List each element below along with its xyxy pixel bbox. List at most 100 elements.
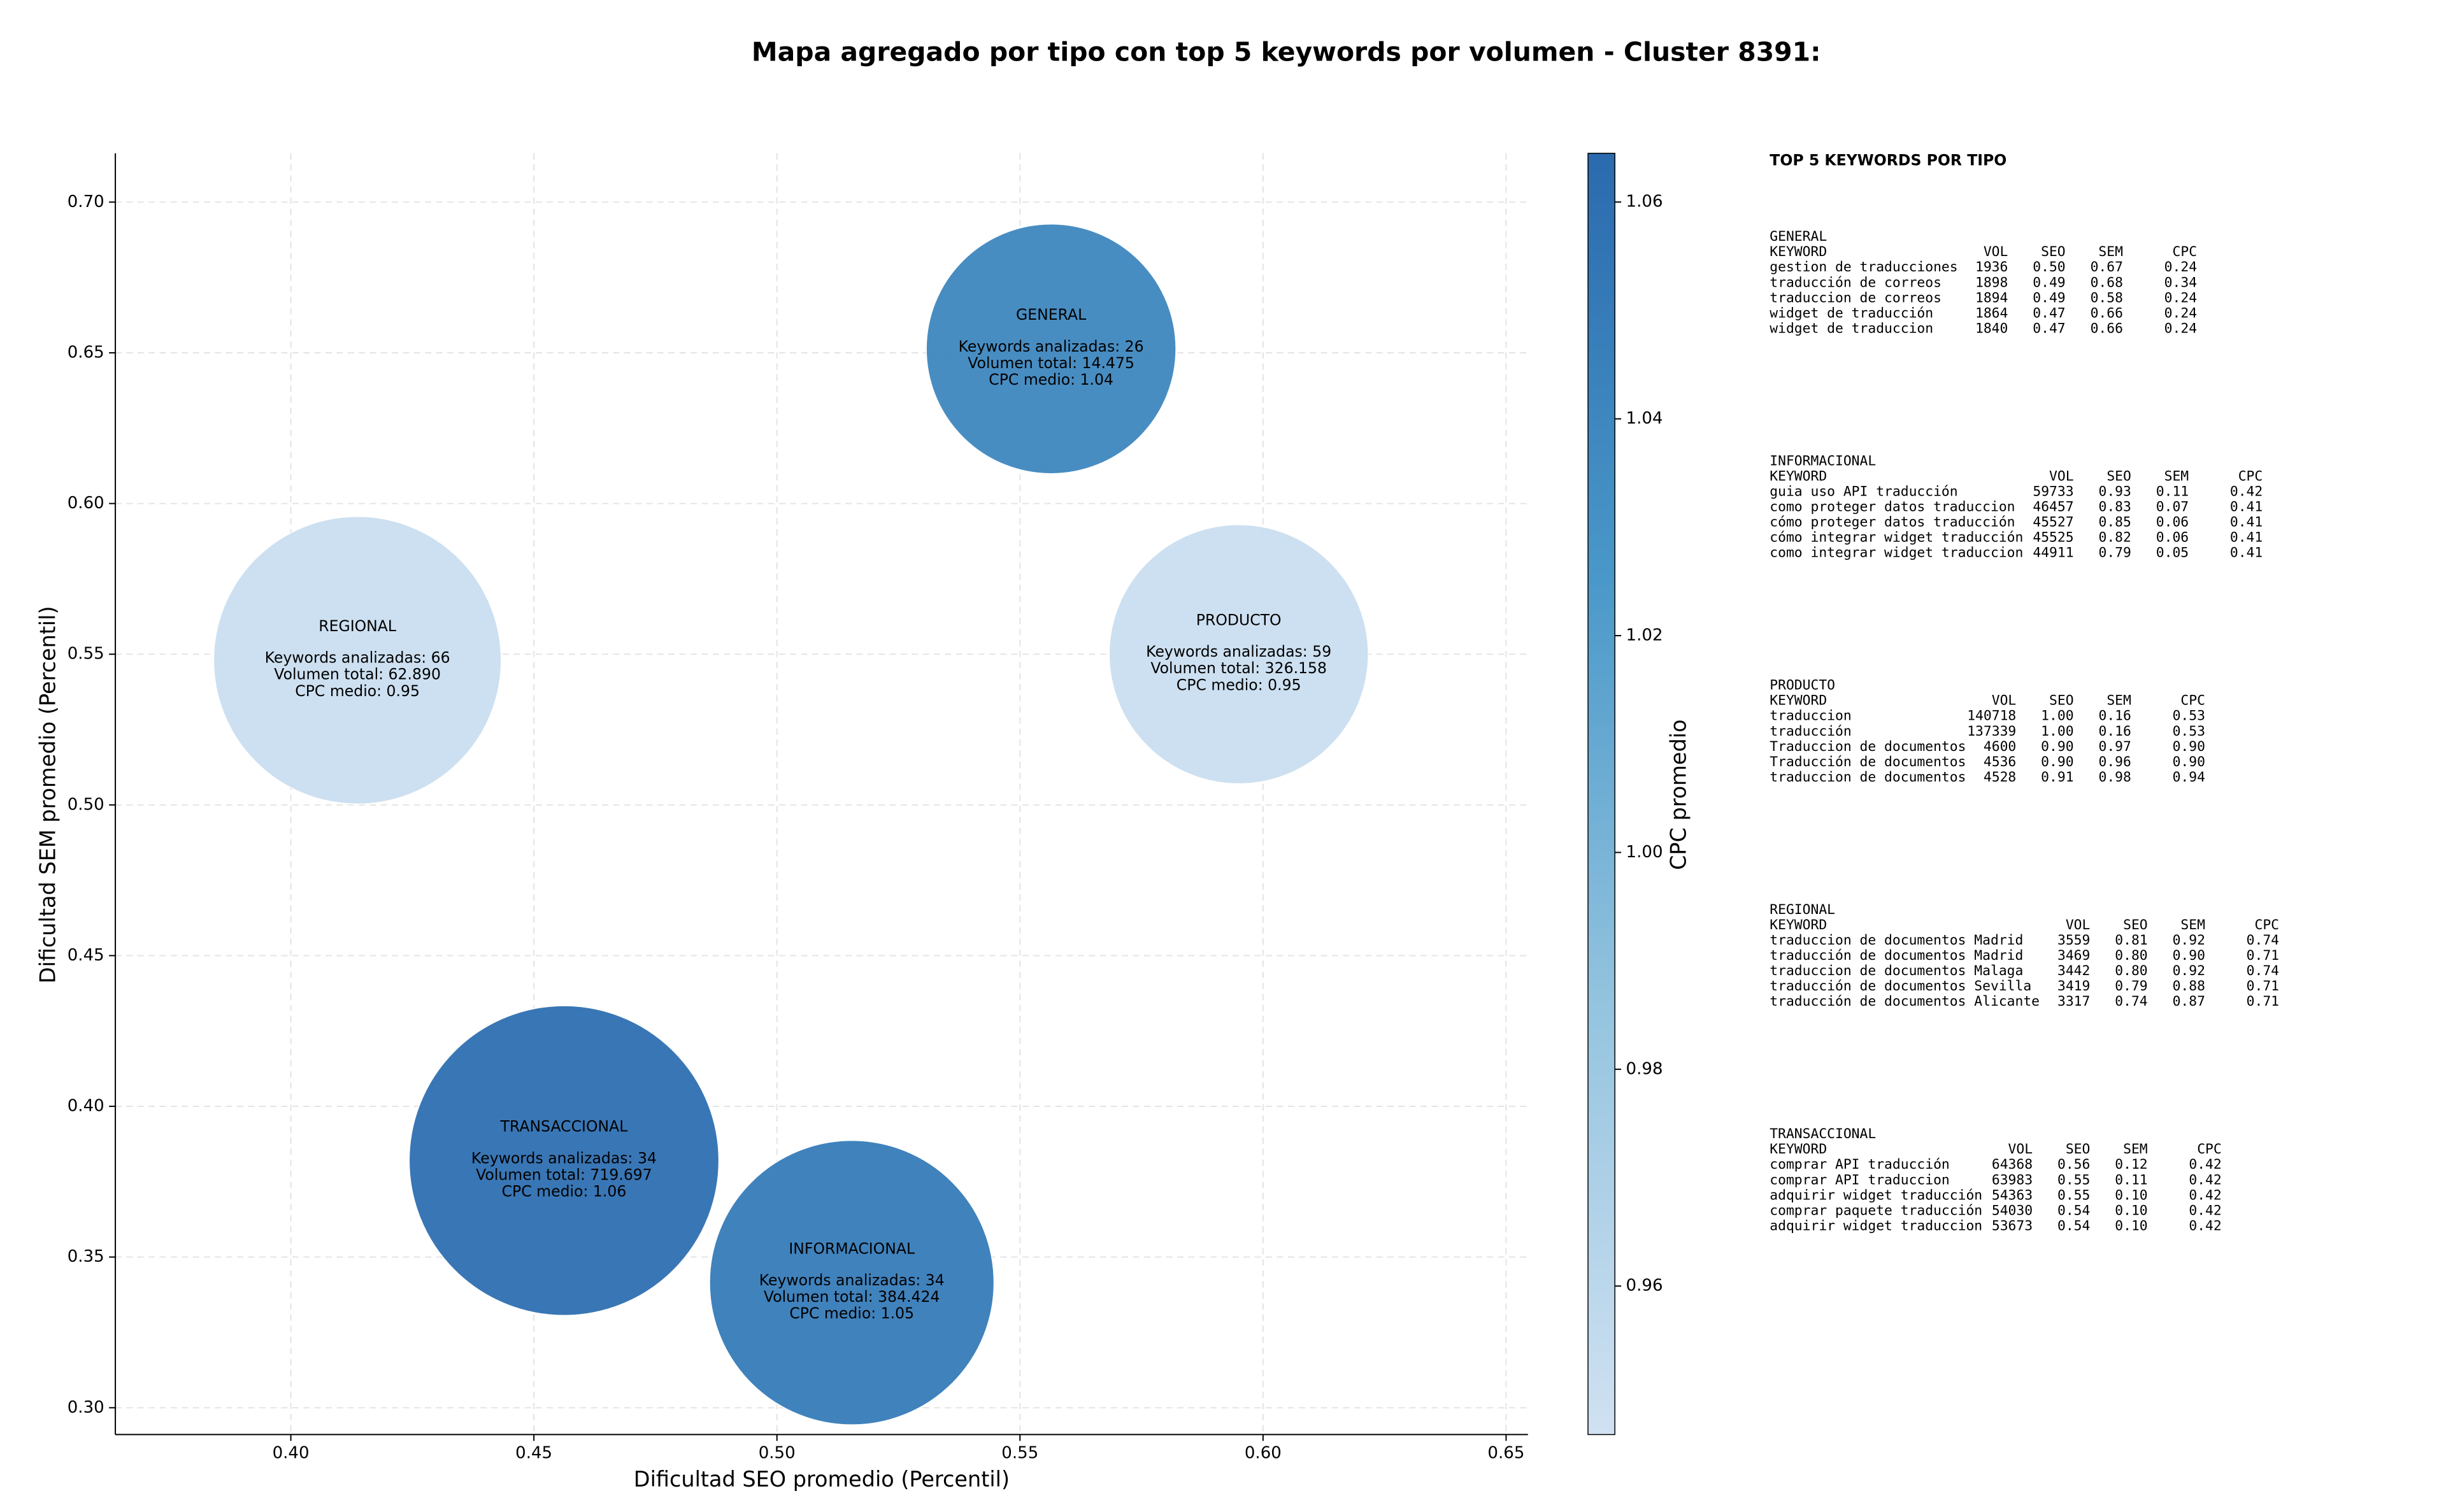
table-cell: 0.91 <box>2041 769 2073 785</box>
column-header: KEYWORD <box>1770 468 1827 484</box>
bubble <box>213 516 502 805</box>
x-axis-label: Dificultad SEO promedio (Percentil) <box>634 1467 1010 1492</box>
table-cell: 0.83 <box>2098 499 2131 515</box>
table-cell: 0.05 <box>2156 545 2189 561</box>
column-header: SEO <box>2049 693 2074 709</box>
table-cell: traducción <box>1770 724 1851 739</box>
y-tick-label: 0.40 <box>68 1097 104 1116</box>
table-cell: 0.92 <box>2173 963 2205 979</box>
group-name: GENERAL <box>1770 229 1827 245</box>
table-cell: 0.90 <box>2041 739 2073 755</box>
table-cell: 0.55 <box>2057 1187 2090 1203</box>
table-cell: 0.12 <box>2115 1157 2147 1173</box>
colorbar-tick-label: 0.98 <box>1626 1059 1663 1078</box>
table-cell: 59733 <box>2033 483 2073 499</box>
table-cell: cómo proteger datos traducción <box>1770 515 2015 531</box>
table-cell: 0.10 <box>2115 1202 2147 1218</box>
table-cell: 0.90 <box>2173 948 2205 964</box>
chart-title: Mapa agregado por tipo con top 5 keyword… <box>752 36 1821 67</box>
table-cell: 0.56 <box>2057 1157 2090 1173</box>
table-cell: 0.16 <box>2098 708 2131 724</box>
table-cell: 0.80 <box>2115 963 2147 979</box>
table-cell: 0.24 <box>2164 290 2197 306</box>
table-cell: traducción de correos <box>1770 275 1942 290</box>
table-cell: 0.11 <box>2156 483 2189 499</box>
table-cell: 137339 <box>1967 724 2016 739</box>
table-cell: widget de traducción <box>1770 305 1933 321</box>
table-cell: 0.24 <box>2164 320 2197 336</box>
column-header: KEYWORD <box>1770 693 1827 709</box>
table-cell: 0.98 <box>2098 769 2131 785</box>
bubble <box>926 224 1177 474</box>
table-cell: 140718 <box>1967 708 2016 724</box>
table-cell: 0.85 <box>2098 515 2131 531</box>
table-cell: adquirir widget traduccion <box>1770 1218 1982 1234</box>
bubble-annotation: Volumen total: 719.697 <box>476 1166 652 1183</box>
y-tick-label: 0.30 <box>68 1398 104 1417</box>
table-cell: comprar paquete traducción <box>1770 1202 1982 1218</box>
table-cell: 0.90 <box>2041 754 2073 770</box>
table-cell: 0.42 <box>2189 1218 2221 1234</box>
bubble-annotation: Keywords analizadas: 59 <box>1146 643 1331 660</box>
table-cell: 0.58 <box>2091 290 2123 306</box>
table-cell: 0.42 <box>2189 1157 2221 1173</box>
table-cell: guia uso API traducción <box>1770 483 1957 499</box>
table-cell: 0.71 <box>2247 948 2279 964</box>
table-cell: 0.50 <box>2033 259 2065 275</box>
table-cell: 0.11 <box>2115 1172 2147 1188</box>
column-header: CPC <box>2173 244 2198 260</box>
table-cell: 0.74 <box>2247 963 2279 979</box>
column-header: SEM <box>2098 244 2123 260</box>
column-header: SEO <box>2123 917 2148 933</box>
bubble <box>1108 524 1369 785</box>
column-header: CPC <box>2180 693 2205 709</box>
x-tick-label: 0.50 <box>759 1444 796 1463</box>
bubble-annotation: CPC medio: 1.04 <box>989 371 1113 389</box>
column-header: SEO <box>2106 468 2131 484</box>
table-cell: 0.42 <box>2189 1202 2221 1218</box>
colorbar-label: CPC promedio <box>1666 720 1691 871</box>
table-cell: 3442 <box>2057 963 2090 979</box>
bubble-label: INFORMACIONAL <box>789 1239 915 1257</box>
table-cell: 0.54 <box>2057 1202 2090 1218</box>
bubble-annotation: CPC medio: 1.05 <box>789 1304 914 1322</box>
y-tick-label: 0.70 <box>68 192 104 211</box>
table-cell: 0.71 <box>2247 994 2279 1009</box>
x-tick-label: 0.40 <box>273 1444 310 1463</box>
column-header: KEYWORD <box>1770 1141 1827 1157</box>
table-cell: 0.24 <box>2164 305 2197 321</box>
table-cell: 3317 <box>2057 994 2090 1009</box>
table-cell: 45527 <box>2033 515 2073 531</box>
colorbar-tick-label: 1.04 <box>1626 409 1663 428</box>
table-cell: traduccion de documentos <box>1770 769 1966 785</box>
y-axis-label: Dificultad SEM promedio (Percentil) <box>35 606 60 983</box>
table-cell: 0.74 <box>2247 932 2279 948</box>
table-cell: 0.24 <box>2164 259 2197 275</box>
table-cell: 0.94 <box>2173 769 2205 785</box>
column-header: VOL <box>1984 244 2008 260</box>
bubble-annotation: Keywords analizadas: 26 <box>959 338 1144 355</box>
table-cell: gestion de traducciones <box>1770 259 1957 275</box>
table-cell: 0.06 <box>2156 530 2189 546</box>
table-cell: traduccion de documentos Malaga <box>1770 963 2023 979</box>
colorbar-tick-label: 1.06 <box>1626 192 1663 211</box>
table-cell: 4528 <box>1984 769 2016 785</box>
bubble <box>709 1139 995 1425</box>
bubble-label: GENERAL <box>1016 306 1086 324</box>
table-cell: 0.47 <box>2033 320 2065 336</box>
x-tick-label: 0.45 <box>515 1444 552 1463</box>
table-cell: comprar API traducción <box>1770 1157 1950 1173</box>
table-cell: 54363 <box>1992 1187 2033 1203</box>
table-cell: 53673 <box>1992 1218 2033 1234</box>
table-cell: comprar API traduccion <box>1770 1172 1950 1188</box>
table-cell: 0.68 <box>2091 275 2123 290</box>
table-cell: 0.07 <box>2156 499 2189 515</box>
group-name: TRANSACCIONAL <box>1770 1126 1876 1142</box>
table-cell: traducción de documentos Alicante <box>1770 994 2040 1009</box>
bubble-annotation: Keywords analizadas: 34 <box>471 1149 657 1167</box>
table-cell: 0.96 <box>2098 754 2131 770</box>
table-cell: 0.55 <box>2057 1172 2090 1188</box>
table-cell: 0.06 <box>2156 515 2189 531</box>
table-cell: 0.88 <box>2173 978 2205 994</box>
